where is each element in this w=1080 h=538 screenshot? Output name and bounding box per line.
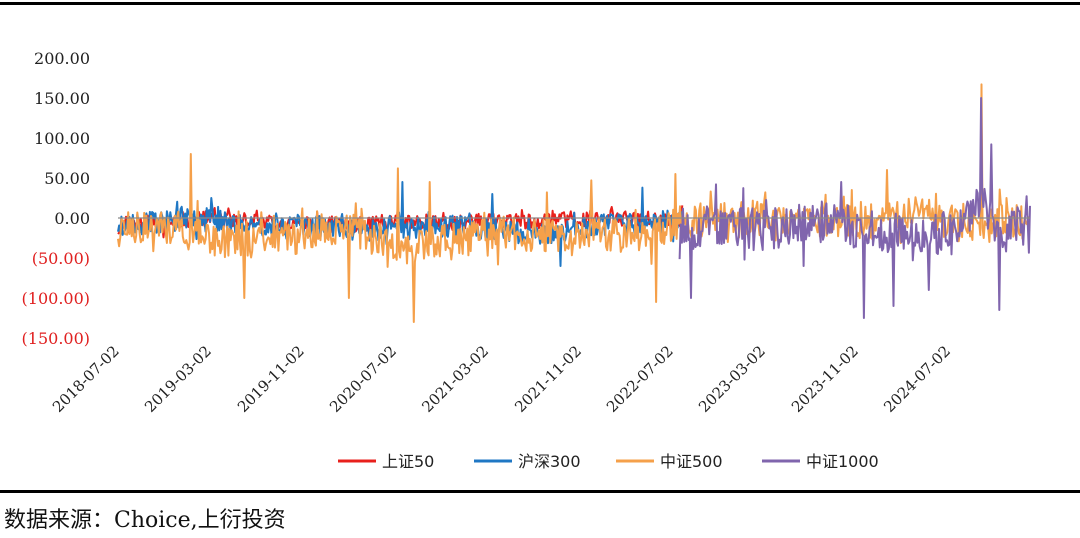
series-line [678,97,1031,319]
y-tick-label: 100.00 [34,129,90,148]
x-tick-label: 2021-03-02 [418,342,492,416]
chart: 200.00 150.00 100.00 50.00 0.00 (50.00) (100.0… [22,49,1031,471]
legend: 上证50 沪深300 中证500 中证1000 [338,452,879,471]
y-axis-labels: 200.00 150.00 100.00 50.00 0.00 (50.00) (100.0… [22,49,90,348]
x-tick-label: 2024-07-02 [880,342,954,416]
y-tick-label: 0.00 [54,209,90,228]
y-tick-label: (100.00) [22,289,90,308]
x-tick-label: 2023-11-02 [788,342,862,416]
x-tick-label: 2021-11-02 [511,342,585,416]
y-tick-label: 50.00 [44,169,90,188]
x-tick-label: 2022-07-02 [603,342,677,416]
series-layer [117,83,1031,323]
y-tick-label: 200.00 [34,49,90,68]
series-line [117,83,1031,323]
legend-label: 沪深300 [518,452,581,471]
legend-label: 中证500 [660,452,723,471]
x-tick-label: 2023-03-02 [695,342,769,416]
bottom-rule [0,490,1080,493]
source-note: 数据来源：Choice,上衍投资 [4,508,286,533]
top-rule [0,2,1080,5]
legend-label: 上证50 [382,452,434,471]
x-axis-labels: 2018-07-02 2019-03-02 2019-11-02 2020-07-02… [49,342,954,416]
y-tick-label: (50.00) [32,249,90,268]
y-tick-label: (150.00) [22,329,90,348]
x-tick-label: 2020-07-02 [326,342,400,416]
x-tick-label: 2018-07-02 [49,342,123,416]
x-tick-label: 2019-03-02 [141,342,215,416]
y-tick-label: 150.00 [34,89,90,108]
series-line [117,181,684,267]
legend-label: 中证1000 [806,452,879,471]
x-tick-label: 2019-11-02 [234,342,308,416]
